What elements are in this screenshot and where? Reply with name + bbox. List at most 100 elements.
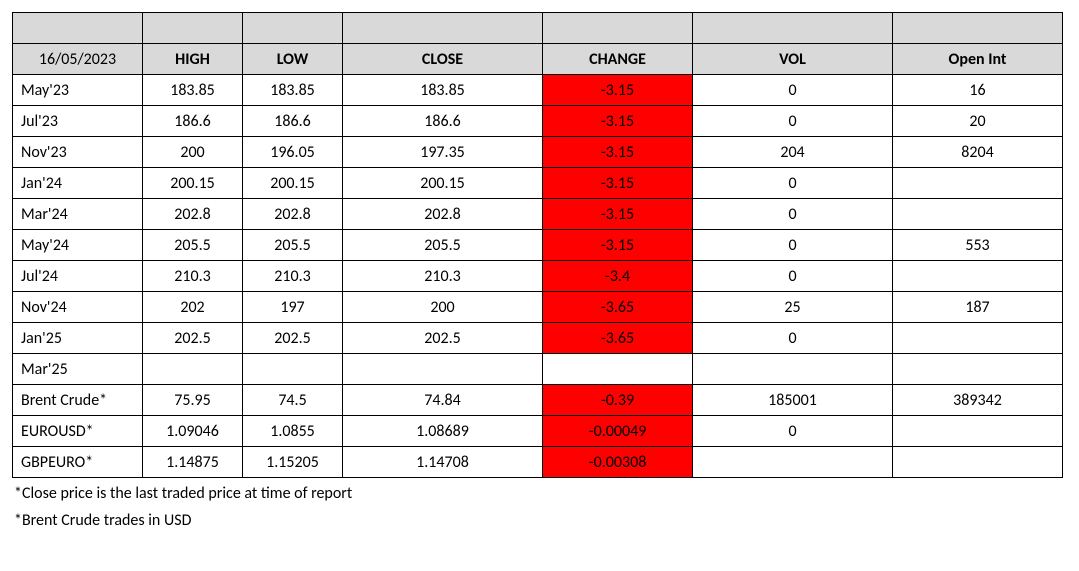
cell-low <box>243 354 343 385</box>
blank-header-row <box>13 13 1063 44</box>
cell-change: -3.15 <box>543 168 693 199</box>
cell-close: 197.35 <box>343 137 543 168</box>
cell-change: -3.15 <box>543 106 693 137</box>
cell-high: 202.8 <box>143 199 243 230</box>
cell-low: 196.05 <box>243 137 343 168</box>
row-label: Jul'24 <box>13 261 143 292</box>
cell-close: 205.5 <box>343 230 543 261</box>
date-cell: 16/05/2023 <box>13 44 143 75</box>
table-row: Jan'24200.15200.15200.15-3.150 <box>13 168 1063 199</box>
cell-change: -0.00308 <box>543 447 693 478</box>
cell-vol: 185001 <box>693 385 893 416</box>
cell-high: 210.3 <box>143 261 243 292</box>
cell-oi <box>893 354 1063 385</box>
cell-oi: 389342 <box>893 385 1063 416</box>
col-high: HIGH <box>143 44 243 75</box>
row-label: May'24 <box>13 230 143 261</box>
row-label: Mar'25 <box>13 354 143 385</box>
row-label: Nov'24 <box>13 292 143 323</box>
table-row: May'23183.85183.85183.85-3.15016 <box>13 75 1063 106</box>
cell-change: -0.39 <box>543 385 693 416</box>
cell-change <box>543 354 693 385</box>
cell-change: -3.4 <box>543 261 693 292</box>
cell-change: -3.65 <box>543 292 693 323</box>
cell-close <box>343 354 543 385</box>
cell-change: -0.00049 <box>543 416 693 447</box>
cell-oi <box>893 447 1063 478</box>
cell-high: 200 <box>143 137 243 168</box>
cell-vol: 0 <box>693 416 893 447</box>
cell-low: 74.5 <box>243 385 343 416</box>
cell-oi: 16 <box>893 75 1063 106</box>
cell-oi: 20 <box>893 106 1063 137</box>
cell-high: 186.6 <box>143 106 243 137</box>
col-vol: VOL <box>693 44 893 75</box>
cell-vol: 204 <box>693 137 893 168</box>
cell-high: 200.15 <box>143 168 243 199</box>
cell-oi <box>893 168 1063 199</box>
cell-high: 1.09046 <box>143 416 243 447</box>
cell-close: 200 <box>343 292 543 323</box>
row-label: May'23 <box>13 75 143 106</box>
cell-high: 1.14875 <box>143 447 243 478</box>
footnote: *Brent Crude trades in USD <box>14 511 1067 530</box>
cell-vol <box>693 447 893 478</box>
table-row: Nov'24202197200-3.6525187 <box>13 292 1063 323</box>
cell-close: 200.15 <box>343 168 543 199</box>
table-row: GBPEURO*1.148751.152051.14708-0.00308 <box>13 447 1063 478</box>
cell-low: 197 <box>243 292 343 323</box>
table-row: EUROUSD*1.090461.08551.08689-0.000490 <box>13 416 1063 447</box>
cell-change: -3.15 <box>543 137 693 168</box>
cell-close: 1.14708 <box>343 447 543 478</box>
cell-oi: 8204 <box>893 137 1063 168</box>
cell-close: 202.8 <box>343 199 543 230</box>
row-label: GBPEURO* <box>13 447 143 478</box>
cell-low: 1.15205 <box>243 447 343 478</box>
table-body: May'23183.85183.85183.85-3.15016Jul'2318… <box>13 75 1063 478</box>
cell-change: -3.15 <box>543 75 693 106</box>
footnotes: *Close price is the last traded price at… <box>12 484 1067 530</box>
cell-vol <box>693 354 893 385</box>
table-row: Jul'24210.3210.3210.3-3.40 <box>13 261 1063 292</box>
cell-vol: 0 <box>693 75 893 106</box>
price-table: 16/05/2023 HIGH LOW CLOSE CHANGE VOL Ope… <box>12 12 1063 478</box>
cell-change: -3.15 <box>543 199 693 230</box>
table-row: Nov'23200196.05197.35-3.152048204 <box>13 137 1063 168</box>
cell-vol: 0 <box>693 106 893 137</box>
cell-low: 186.6 <box>243 106 343 137</box>
cell-low: 205.5 <box>243 230 343 261</box>
cell-vol: 0 <box>693 168 893 199</box>
cell-vol: 0 <box>693 199 893 230</box>
col-low: LOW <box>243 44 343 75</box>
cell-low: 202.5 <box>243 323 343 354</box>
cell-change: -3.65 <box>543 323 693 354</box>
cell-low: 1.0855 <box>243 416 343 447</box>
table-row: Jul'23186.6186.6186.6-3.15020 <box>13 106 1063 137</box>
cell-close: 183.85 <box>343 75 543 106</box>
cell-high: 202 <box>143 292 243 323</box>
row-label: EUROUSD* <box>13 416 143 447</box>
table-row: Mar'25 <box>13 354 1063 385</box>
row-label: Jan'25 <box>13 323 143 354</box>
row-label: Nov'23 <box>13 137 143 168</box>
cell-high: 183.85 <box>143 75 243 106</box>
row-label: Mar'24 <box>13 199 143 230</box>
cell-oi: 187 <box>893 292 1063 323</box>
table-row: Jan'25202.5202.5202.5-3.650 <box>13 323 1063 354</box>
header-row: 16/05/2023 HIGH LOW CLOSE CHANGE VOL Ope… <box>13 44 1063 75</box>
col-oi: Open Int <box>893 44 1063 75</box>
col-close: CLOSE <box>343 44 543 75</box>
cell-high: 205.5 <box>143 230 243 261</box>
cell-oi <box>893 199 1063 230</box>
cell-close: 210.3 <box>343 261 543 292</box>
cell-low: 200.15 <box>243 168 343 199</box>
row-label: Brent Crude* <box>13 385 143 416</box>
cell-high <box>143 354 243 385</box>
cell-high: 75.95 <box>143 385 243 416</box>
cell-vol: 25 <box>693 292 893 323</box>
cell-high: 202.5 <box>143 323 243 354</box>
cell-low: 183.85 <box>243 75 343 106</box>
cell-low: 202.8 <box>243 199 343 230</box>
cell-oi <box>893 416 1063 447</box>
row-label: Jul'23 <box>13 106 143 137</box>
